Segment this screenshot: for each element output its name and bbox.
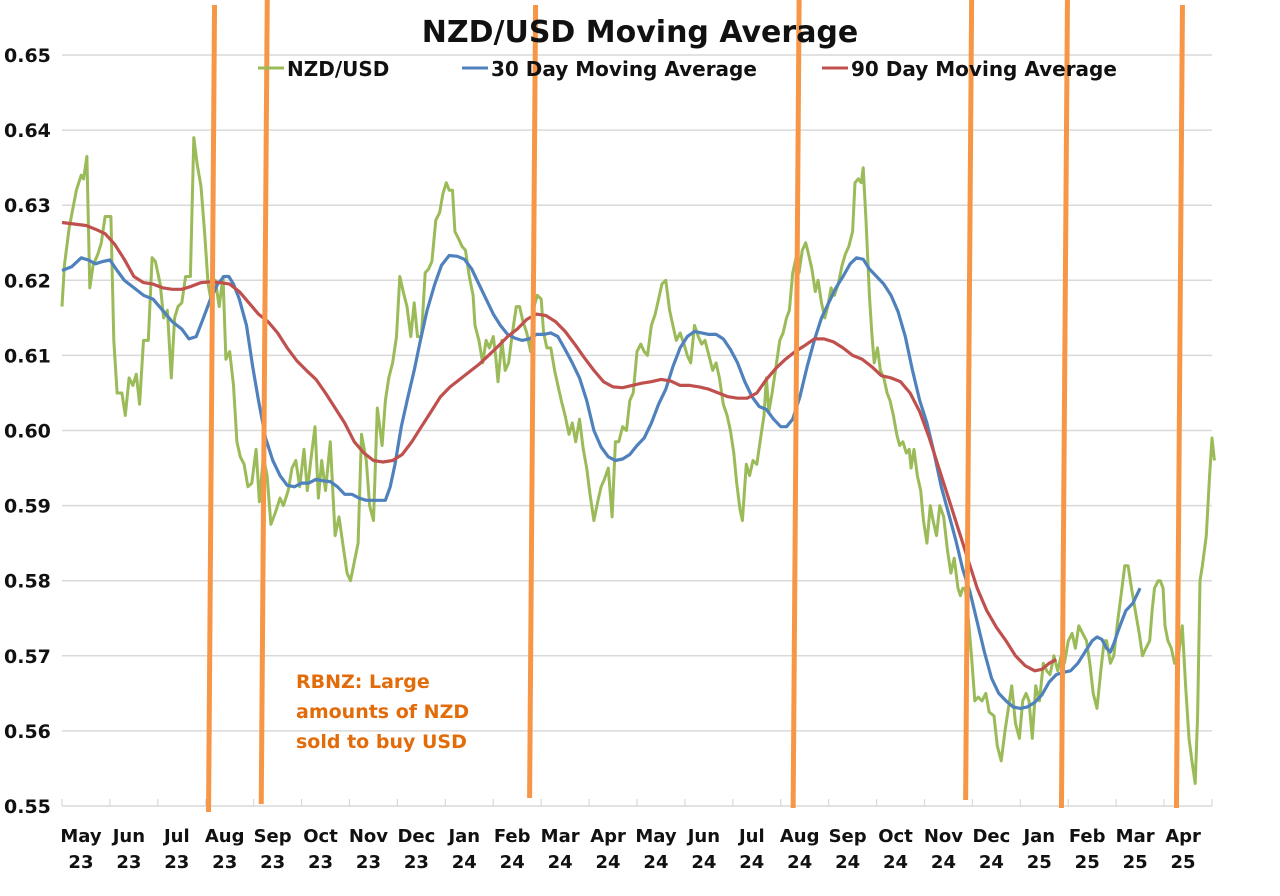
x-tick-label-month: May bbox=[635, 826, 677, 847]
x-tick-label-year: 23 bbox=[308, 852, 333, 873]
x-tick-label-month: Apr bbox=[590, 826, 626, 847]
x-tick-label-year: 23 bbox=[68, 852, 93, 873]
x-tick-label-year: 23 bbox=[404, 852, 429, 873]
x-tick-label-month: Jan bbox=[446, 826, 480, 847]
x-tick-label-month: Feb bbox=[1069, 826, 1106, 847]
series-line-90-day-ma bbox=[61, 220, 1058, 673]
annotation-line-1: RBNZ: Large bbox=[296, 671, 430, 693]
x-tick-label-month: Jun bbox=[111, 826, 145, 847]
x-tick-label-year: 23 bbox=[116, 852, 141, 873]
y-tick-label: 0.64 bbox=[4, 120, 51, 142]
rbnz-marker-line bbox=[206, 4, 218, 813]
annotation-line-2: amounts of NZD bbox=[296, 701, 469, 723]
series-line-30-day-ma bbox=[61, 253, 1142, 710]
y-tick-label: 0.58 bbox=[4, 571, 51, 593]
rbnz-marker-line bbox=[1058, 0, 1070, 809]
x-tick-label-month: Oct bbox=[878, 826, 913, 847]
series-lines bbox=[60, 136, 1216, 785]
x-tick-label-month: Oct bbox=[303, 826, 338, 847]
x-tick-label-year: 24 bbox=[548, 852, 573, 873]
y-tick-label: 0.65 bbox=[4, 45, 51, 67]
x-tick-label-year: 24 bbox=[931, 852, 956, 873]
y-tick-label: 0.59 bbox=[4, 496, 51, 518]
legend-label-nzdusd: NZD/USD bbox=[287, 57, 389, 81]
x-tick-label-year: 24 bbox=[452, 852, 477, 873]
x-tick-label-year: 23 bbox=[260, 852, 285, 873]
x-tick-label-month: Aug bbox=[205, 826, 245, 847]
y-tick-label: 0.55 bbox=[4, 796, 51, 818]
x-tick-label-year: 25 bbox=[1027, 852, 1052, 873]
x-tick-label-year: 24 bbox=[596, 852, 621, 873]
annotation: RBNZ: Large amounts of NZD sold to buy U… bbox=[296, 671, 469, 753]
x-tick-label-month: Sep bbox=[254, 826, 292, 847]
x-tick-label-year: 24 bbox=[739, 852, 764, 873]
x-tick-label-month: Nov bbox=[924, 826, 963, 847]
x-tick-label-year: 25 bbox=[1123, 852, 1148, 873]
x-tick-label-year: 25 bbox=[1171, 852, 1196, 873]
x-tick-label-month: Jul bbox=[737, 826, 765, 847]
x-tick-label-month: Nov bbox=[349, 826, 388, 847]
legend-label-90day: 90 Day Moving Average bbox=[851, 57, 1117, 81]
x-tick-label-year: 23 bbox=[164, 852, 189, 873]
x-tick-label-year: 24 bbox=[787, 852, 812, 873]
x-tick-label-month: Sep bbox=[829, 826, 867, 847]
x-tick-label-year: 24 bbox=[979, 852, 1004, 873]
legend-label-30day: 30 Day Moving Average bbox=[491, 57, 757, 81]
series-line-nzdusd bbox=[60, 136, 1216, 785]
x-tick-label-year: 24 bbox=[691, 852, 716, 873]
y-tick-label: 0.57 bbox=[4, 646, 51, 668]
x-tick-label-month: Dec bbox=[972, 826, 1010, 847]
x-axis: May 23 Jun 23 Jul 23 Aug 23 Sep 23 Oct 23 Nov 23 Dec 23… bbox=[60, 799, 1213, 873]
rbnz-marker-line bbox=[790, 0, 802, 809]
x-tick-label-month: May bbox=[60, 826, 102, 847]
y-tick-label: 0.60 bbox=[4, 421, 51, 443]
chart-title: NZD/USD Moving Average bbox=[422, 15, 859, 50]
x-tick-label-year: 23 bbox=[356, 852, 381, 873]
vertical-markers bbox=[206, 0, 1185, 813]
x-tick-label-month: Jun bbox=[686, 826, 720, 847]
x-tick-label-month: Mar bbox=[1116, 826, 1155, 847]
gridlines bbox=[62, 54, 1212, 807]
x-tick-label-month: Dec bbox=[397, 826, 435, 847]
x-tick-label-month: Jan bbox=[1021, 826, 1055, 847]
y-tick-label: 0.61 bbox=[4, 345, 51, 367]
rbnz-marker-line bbox=[527, 4, 539, 799]
x-tick-label-year: 24 bbox=[883, 852, 908, 873]
x-tick-label-year: 24 bbox=[643, 852, 668, 873]
y-axis-ticks: 0.55 0.56 0.57 0.58 0.59 0.60 0.61 0.62 0.63 0.64… bbox=[4, 45, 51, 818]
x-tick-label-year: 23 bbox=[212, 852, 237, 873]
rbnz-marker-line bbox=[963, 0, 975, 801]
x-tick-label-month: Jul bbox=[162, 826, 190, 847]
annotation-line-3: sold to buy USD bbox=[296, 731, 467, 753]
y-tick-label: 0.56 bbox=[4, 721, 51, 743]
rbnz-marker-line bbox=[1173, 4, 1185, 809]
rbnz-marker-line bbox=[258, 0, 270, 805]
x-tick-label-year: 24 bbox=[835, 852, 860, 873]
x-tick-label-month: Mar bbox=[541, 826, 580, 847]
x-tick-label-month: Aug bbox=[780, 826, 820, 847]
y-tick-label: 0.62 bbox=[4, 270, 51, 292]
y-tick-label: 0.63 bbox=[4, 195, 51, 217]
x-tick-label-month: Feb bbox=[494, 826, 531, 847]
legend: NZD/USD 30 Day Moving Average 90 Day Mov… bbox=[258, 57, 1117, 81]
x-tick-label-month: Apr bbox=[1165, 826, 1201, 847]
x-tick-label-year: 24 bbox=[500, 852, 525, 873]
x-tick-label-year: 25 bbox=[1075, 852, 1100, 873]
